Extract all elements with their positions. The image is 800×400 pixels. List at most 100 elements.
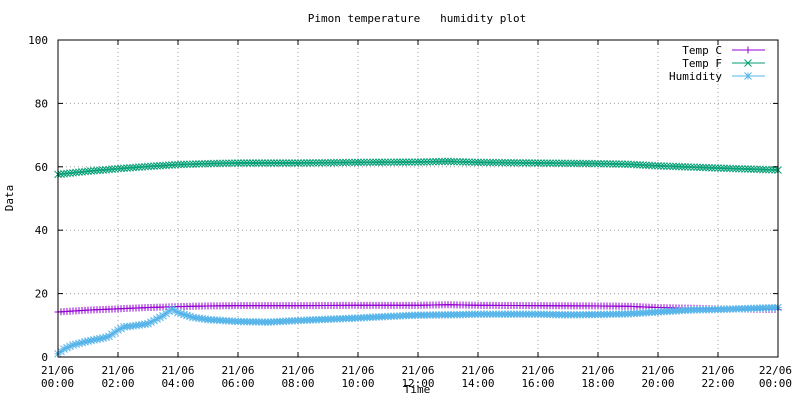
data-point-temp-f bbox=[342, 158, 350, 167]
data-point-temp-f bbox=[315, 158, 323, 167]
data-point-temp-f bbox=[600, 159, 608, 168]
data-point-temp-f bbox=[672, 162, 680, 171]
data-point-temp-f bbox=[306, 159, 314, 167]
data-point-temp-f bbox=[588, 159, 596, 168]
data-point-temp-f bbox=[630, 160, 638, 169]
data-point-humidity bbox=[117, 324, 125, 333]
data-point-temp-f bbox=[540, 159, 548, 167]
data-point-temp-f bbox=[372, 158, 380, 167]
legend-marker bbox=[744, 72, 752, 80]
data-point-temp-f bbox=[720, 164, 728, 173]
data-point-temp-f bbox=[348, 158, 356, 167]
data-point-temp-f bbox=[192, 160, 200, 168]
data-point-temp-f bbox=[153, 162, 161, 170]
data-point-temp-f bbox=[141, 162, 149, 171]
data-point-temp-f bbox=[111, 165, 119, 173]
data-point-temp-f bbox=[450, 157, 458, 166]
data-point-temp-f bbox=[465, 158, 473, 166]
legend-marker bbox=[744, 59, 752, 67]
data-point-temp-f bbox=[510, 158, 518, 167]
chart-title: Pimon temperature humidity plot bbox=[308, 12, 527, 25]
data-point-temp-f bbox=[273, 159, 281, 167]
data-point-temp-f bbox=[564, 159, 572, 168]
data-point-temp-f bbox=[258, 159, 266, 167]
data-point-temp-f bbox=[408, 158, 416, 166]
data-point-temp-f bbox=[534, 159, 542, 167]
data-point-temp-f bbox=[279, 159, 287, 167]
data-point-temp-f bbox=[378, 158, 386, 167]
data-point-temp-f bbox=[138, 163, 146, 171]
data-point-temp-f bbox=[423, 158, 431, 166]
data-point-temp-f bbox=[393, 158, 401, 167]
x-tick-time: 00:00 bbox=[759, 377, 792, 390]
data-point-temp-f bbox=[663, 162, 671, 171]
y-tick-label: 100 bbox=[28, 34, 48, 47]
data-point-temp-f bbox=[333, 158, 341, 167]
data-point-temp-f bbox=[735, 164, 743, 173]
y-tick-label: 40 bbox=[35, 224, 48, 237]
x-tick-time: 16:00 bbox=[521, 377, 554, 390]
legend-entry-humidity: Humidity bbox=[669, 70, 765, 83]
data-point-temp-f bbox=[312, 158, 320, 167]
data-point-temp-f bbox=[660, 162, 668, 170]
data-point-temp-f bbox=[531, 159, 539, 167]
data-point-temp-f bbox=[180, 160, 188, 169]
data-point-temp-f bbox=[768, 165, 776, 174]
series-layer bbox=[54, 157, 782, 358]
data-point-temp-f bbox=[537, 159, 545, 167]
data-point-temp-f bbox=[684, 163, 692, 171]
x-tick-time: 20:00 bbox=[641, 377, 674, 390]
data-point-temp-f bbox=[546, 159, 554, 167]
data-point-temp-f bbox=[324, 158, 332, 167]
data-point-temp-f bbox=[693, 163, 701, 172]
data-point-temp-f bbox=[369, 158, 377, 167]
data-point-temp-f bbox=[210, 159, 218, 168]
data-point-temp-f bbox=[270, 159, 278, 167]
data-point-temp-f bbox=[498, 158, 506, 167]
data-point-temp-f bbox=[555, 159, 563, 168]
data-point-temp-f bbox=[420, 158, 428, 166]
x-tick-date: 21/06 bbox=[281, 364, 314, 377]
y-tick-label: 20 bbox=[35, 288, 48, 301]
data-point-temp-f bbox=[645, 161, 653, 170]
data-point-temp-f bbox=[585, 159, 593, 168]
data-point-temp-f bbox=[573, 159, 581, 168]
x-tick-time: 10:00 bbox=[341, 377, 374, 390]
data-point-temp-f bbox=[435, 157, 443, 166]
data-point-temp-f bbox=[561, 159, 569, 168]
data-point-temp-f bbox=[696, 163, 704, 172]
data-point-temp-f bbox=[483, 158, 491, 167]
legend-entry-temp-c: Temp C bbox=[682, 44, 765, 57]
data-point-temp-f bbox=[207, 159, 215, 168]
data-point-temp-f bbox=[399, 158, 407, 166]
data-point-temp-f bbox=[453, 157, 461, 166]
data-point-temp-f bbox=[309, 158, 317, 167]
data-point-temp-f bbox=[147, 162, 155, 171]
data-point-temp-f bbox=[471, 158, 479, 167]
data-point-temp-f bbox=[729, 164, 737, 173]
data-point-temp-f bbox=[264, 159, 272, 167]
x-tick-date: 21/06 bbox=[161, 364, 194, 377]
data-point-temp-f bbox=[198, 159, 206, 168]
data-point-temp-f bbox=[639, 161, 647, 169]
data-point-temp-f bbox=[84, 167, 92, 176]
x-tick-time: 08:00 bbox=[281, 377, 314, 390]
data-point-temp-f bbox=[276, 159, 284, 167]
data-point-temp-f bbox=[114, 164, 122, 173]
data-point-temp-f bbox=[744, 165, 752, 173]
data-point-temp-f bbox=[702, 163, 710, 172]
y-axis-label: Data bbox=[3, 185, 16, 212]
data-point-temp-f bbox=[132, 163, 140, 172]
data-point-temp-f bbox=[528, 159, 536, 167]
data-point-temp-f bbox=[93, 166, 101, 175]
legend-marker bbox=[744, 46, 752, 54]
data-point-temp-f bbox=[642, 161, 650, 170]
x-tick-time: 02:00 bbox=[101, 377, 134, 390]
x-tick-date: 21/06 bbox=[341, 364, 374, 377]
x-tick-date: 21/06 bbox=[701, 364, 734, 377]
data-point-temp-f bbox=[213, 159, 221, 168]
data-point-temp-f bbox=[300, 159, 308, 167]
data-point-temp-f bbox=[102, 165, 110, 174]
data-point-temp-f bbox=[222, 159, 230, 168]
data-point-temp-f bbox=[648, 161, 656, 170]
